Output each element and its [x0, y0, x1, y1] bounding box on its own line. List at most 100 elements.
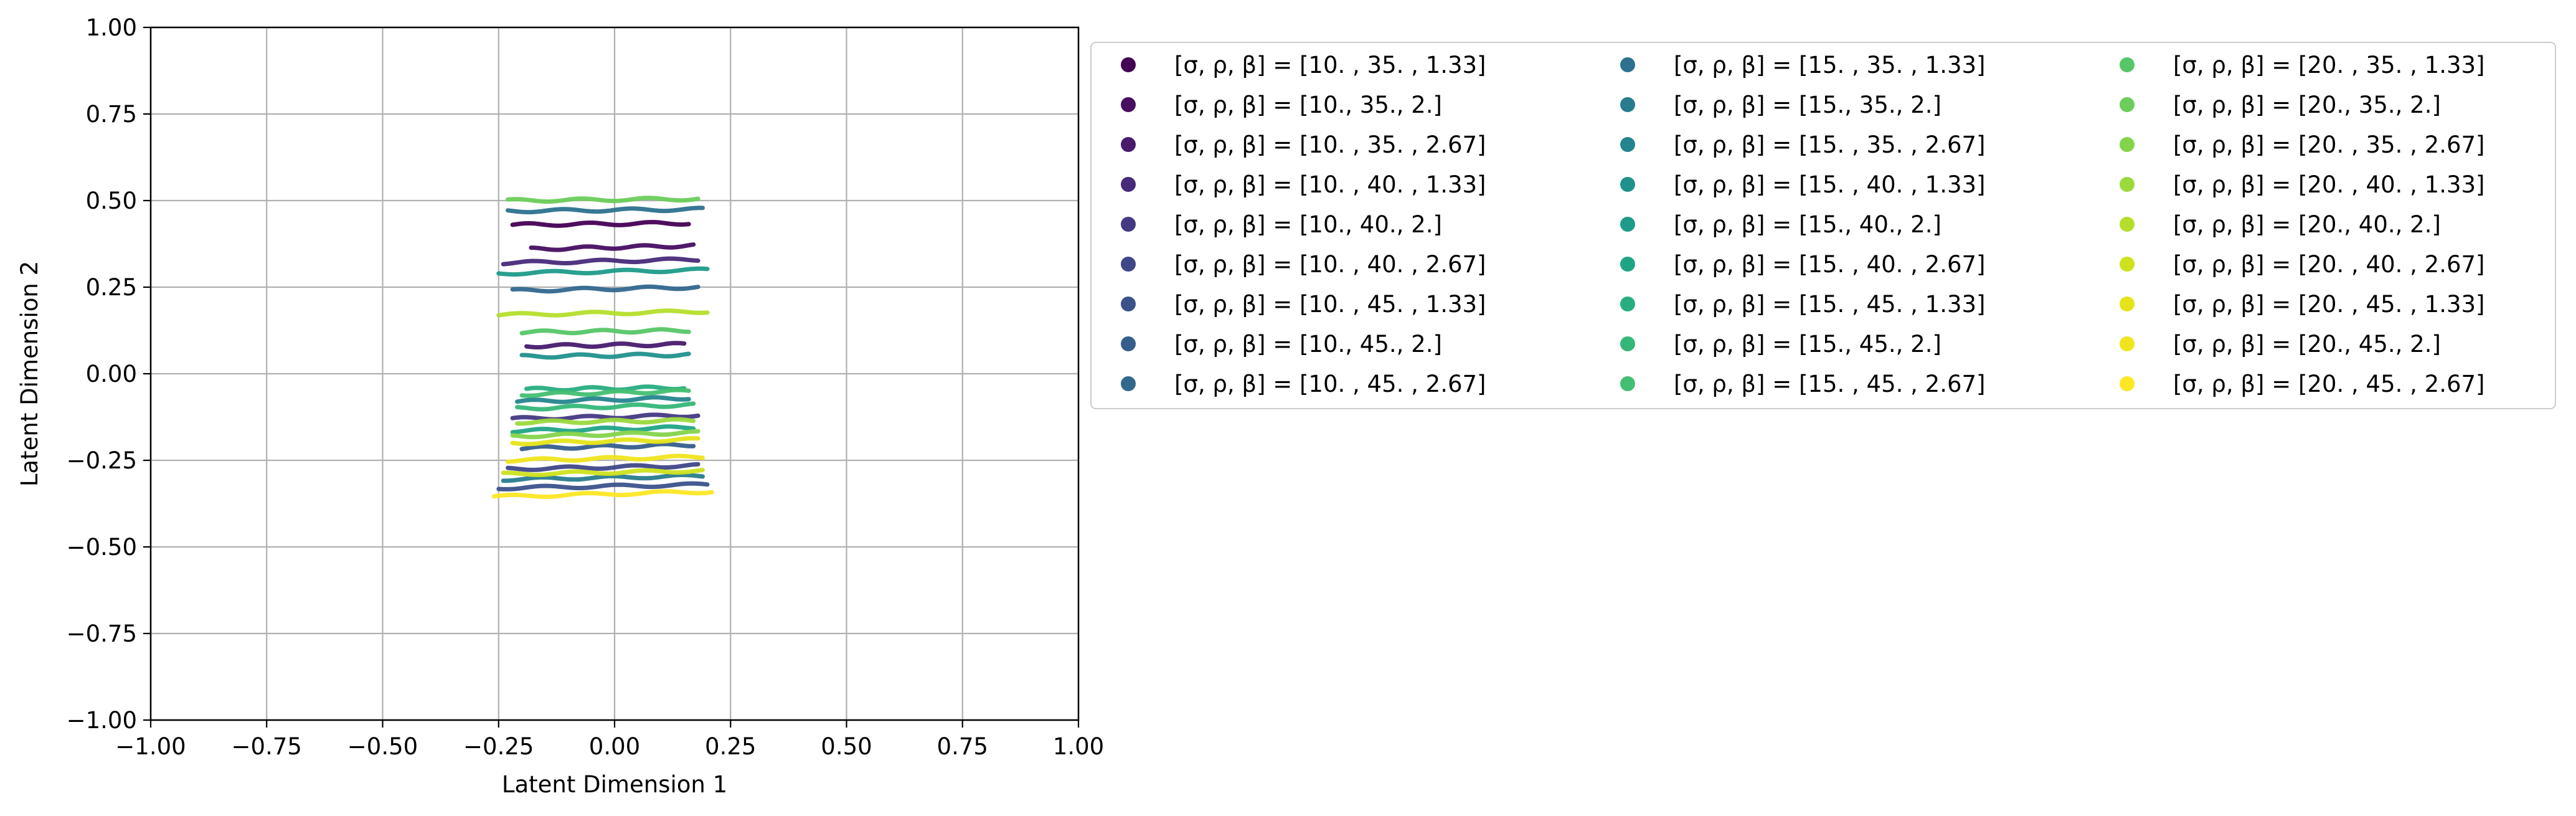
- legend-marker: [1620, 177, 1635, 192]
- legend-label: [σ, ρ, β] = [20. , 45. , 2.67]: [2173, 371, 2485, 397]
- series-trajectory: [510, 220, 691, 228]
- legend-marker: [1620, 97, 1635, 112]
- legend-marker: [1121, 217, 1136, 232]
- series-trajectory: [501, 468, 705, 477]
- legend-label: [σ, ρ, β] = [20., 35., 2.]: [2173, 92, 2441, 118]
- y-tick-label: −0.25: [67, 447, 137, 474]
- legend-marker: [2120, 137, 2135, 152]
- series-trajectory: [515, 401, 696, 412]
- legend-label: [σ, ρ, β] = [10. , 35. , 1.33]: [1174, 52, 1486, 78]
- legend-marker: [1620, 297, 1635, 311]
- series-trajectory: [501, 256, 701, 267]
- x-tick-label: −0.25: [463, 733, 534, 760]
- legend-marker: [2120, 376, 2135, 391]
- legend-label: [σ, ρ, β] = [10., 35., 2.]: [1174, 92, 1442, 118]
- legend-marker: [1620, 137, 1635, 152]
- series-trajectory: [496, 481, 710, 491]
- legend-marker: [1121, 376, 1136, 391]
- legend-label: [σ, ρ, β] = [20. , 35. , 2.67]: [2173, 131, 2485, 158]
- series-trajectory: [510, 436, 701, 447]
- legend-marker: [2120, 217, 2135, 232]
- legend: [σ, ρ, β] = [10. , 35. , 1.33] [σ, ρ, β] …: [1090, 42, 2556, 409]
- y-axis-label: Latent Dimension 2: [16, 261, 43, 486]
- legend-marker: [1121, 336, 1136, 351]
- series-trajectory: [524, 341, 687, 349]
- x-tick-label: 0.50: [821, 733, 872, 760]
- legend-label: [σ, ρ, β] = [10. , 45. , 1.33]: [1174, 291, 1486, 318]
- legend-label: [σ, ρ, β] = [10. , 40. , 2.67]: [1174, 251, 1486, 278]
- legend-marker: [1121, 137, 1136, 152]
- legend-label: [σ, ρ, β] = [10., 40., 2.]: [1174, 211, 1442, 238]
- series-trajectory: [529, 242, 696, 252]
- legend-marker: [1620, 217, 1635, 232]
- legend-marker: [2120, 97, 2135, 112]
- x-tick-label: 1.00: [1053, 733, 1104, 760]
- y-tick-label: 0.00: [86, 361, 137, 387]
- legend-label: [σ, ρ, β] = [15., 40., 2.]: [1674, 211, 1941, 238]
- series-trajectory: [496, 266, 710, 277]
- legend-label: [σ, ρ, β] = [15. , 35. , 1.33]: [1674, 52, 1986, 78]
- legend-marker: [1620, 57, 1635, 72]
- legend-label: [σ, ρ, β] = [10. , 35. , 2.67]: [1174, 131, 1486, 158]
- series-trajectory: [519, 327, 691, 336]
- legend-marker: [1620, 336, 1635, 351]
- series-trajectory: [506, 196, 701, 204]
- series-trajectory: [506, 462, 701, 472]
- x-axis-label: Latent Dimension 1: [502, 771, 727, 798]
- legend-label: [σ, ρ, β] = [15. , 45. , 1.33]: [1674, 291, 1986, 318]
- legend-label: [σ, ρ, β] = [15. , 40. , 1.33]: [1674, 171, 1986, 198]
- series-trajectory: [510, 284, 701, 294]
- legend-frame: [1090, 42, 2556, 409]
- series-trajectory: [506, 453, 705, 464]
- x-tick-label: −0.75: [232, 733, 302, 760]
- x-tick-label: 0.25: [705, 733, 756, 760]
- series-trajectory: [506, 206, 705, 215]
- y-tick-label: −1.00: [67, 707, 137, 734]
- series-trajectory: [515, 395, 691, 404]
- legend-marker: [2120, 57, 2135, 72]
- legend-marker: [1121, 257, 1136, 272]
- series-layer: [491, 196, 714, 499]
- y-axis-ticks: −1.00 −0.75 −0.50 −0.25 0.00 0.25 0.50 0.75 1.00: [67, 14, 151, 734]
- series-trajectory: [519, 351, 691, 360]
- legend-marker: [2120, 257, 2135, 272]
- legend-marker: [2120, 297, 2135, 311]
- legend-label: [σ, ρ, β] = [20., 40., 2.]: [2173, 211, 2441, 238]
- x-tick-label: −0.50: [347, 733, 418, 760]
- y-tick-label: −0.75: [67, 620, 137, 647]
- series-trajectory: [519, 442, 696, 452]
- legend-label: [σ, ρ, β] = [15. , 45. , 2.67]: [1674, 371, 1986, 397]
- series-trajectory: [519, 387, 691, 398]
- legend-label: [σ, ρ, β] = [15. , 35. , 2.67]: [1674, 131, 1986, 158]
- legend-marker: [2120, 177, 2135, 192]
- legend-label: [σ, ρ, β] = [15., 35., 2.]: [1674, 92, 1941, 118]
- legend-label: [σ, ρ, β] = [15., 45., 2.]: [1674, 331, 1941, 358]
- series-trajectory: [524, 384, 687, 392]
- legend-label: [σ, ρ, β] = [20. , 45. , 1.33]: [2173, 291, 2485, 318]
- legend-label: [σ, ρ, β] = [20. , 40. , 2.67]: [2173, 251, 2485, 278]
- legend-marker: [1121, 297, 1136, 311]
- series-trajectory: [515, 417, 696, 426]
- legend-marker: [1121, 177, 1136, 192]
- legend-label: [σ, ρ, β] = [10. , 45. , 2.67]: [1174, 371, 1486, 397]
- legend-label: [σ, ρ, β] = [20. , 40. , 1.33]: [2173, 171, 2485, 198]
- x-axis-ticks: −1.00 −0.75 −0.50 −0.25 0.00 0.25 0.50 0.75 1.00: [115, 720, 1104, 760]
- legend-marker: [1121, 57, 1136, 72]
- y-tick-label: 0.75: [86, 101, 137, 128]
- series-trajectory: [501, 472, 705, 483]
- legend-marker: [2120, 336, 2135, 351]
- y-tick-label: 0.25: [86, 274, 137, 301]
- legend-marker: [1620, 257, 1635, 272]
- legend-label: [σ, ρ, β] = [15. , 40. , 2.67]: [1674, 251, 1986, 278]
- legend-marker: [1620, 376, 1635, 391]
- legend-label: [σ, ρ, β] = [10. , 40. , 1.33]: [1174, 171, 1486, 198]
- series-trajectory: [510, 424, 696, 435]
- legend-marker: [1121, 97, 1136, 112]
- series-trajectory: [510, 412, 701, 422]
- x-tick-label: −1.00: [115, 733, 186, 760]
- series-trajectory: [491, 489, 714, 499]
- y-tick-label: 1.00: [86, 14, 137, 41]
- series-trajectory: [510, 429, 701, 440]
- legend-label: [σ, ρ, β] = [20. , 35. , 1.33]: [2173, 52, 2485, 78]
